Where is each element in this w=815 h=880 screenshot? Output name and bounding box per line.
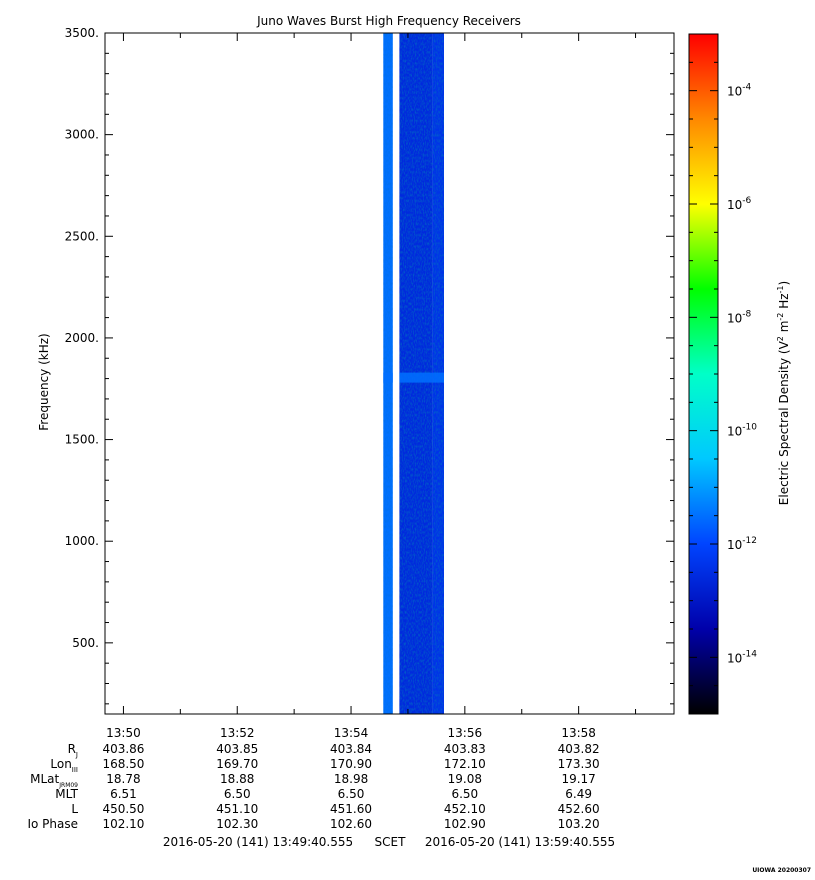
colorbar-tick-label: 10-14 (727, 649, 757, 665)
colorbar-ticks: 10-14 10-12 10-10 10-8 10-6 10-4 (689, 33, 757, 715)
colorbar-tick-label: 10-4 (727, 83, 752, 99)
colorbar: 10-14 10-12 10-10 10-8 10-6 10-4 (688, 33, 757, 715)
ephemeris-cell: 451.60 (330, 802, 372, 816)
ephemeris-cell: 168.50 (102, 757, 144, 771)
ephemeris-table: 13:50 13:52 13:54 13:56 13:58 RJLonIIIMLatJRM… (27, 726, 599, 831)
ephemeris-cell: 19.17 (561, 772, 595, 786)
ephemeris-cell: 18.88 (220, 772, 254, 786)
band-feature (432, 372, 444, 383)
y-tick-label: 3500. (65, 26, 99, 40)
x-tick-label: 13:50 (106, 726, 141, 740)
ephemeris-cell: 169.70 (216, 757, 258, 771)
ephemeris-cell: 6.50 (451, 787, 478, 801)
y-tick-label: 2000. (65, 331, 99, 345)
x-tick-label: 13:54 (334, 726, 369, 740)
colorbar-tick-label: 10-12 (727, 536, 757, 552)
ephemeris-cell: 19.08 (448, 772, 482, 786)
ephemeris-cell: 6.50 (338, 787, 365, 801)
x-tick-label: 13:58 (561, 726, 596, 740)
ephemeris-cell: 172.10 (444, 757, 486, 771)
time-range-end: 2016-05-20 (141) 13:59:40.555 (425, 835, 615, 849)
ephemeris-cell: 102.90 (444, 817, 486, 831)
ephemeris-cell: 403.86 (102, 742, 144, 756)
y-tick-label: 1000. (65, 534, 99, 548)
ephemeris-row-label: RJ (68, 742, 78, 759)
colorbar-gradient (689, 34, 718, 714)
ephemeris-cell: 6.50 (224, 787, 251, 801)
ephemeris-cell: 102.30 (216, 817, 258, 831)
credit-stamp: UIOWA 20200307 (752, 867, 811, 874)
time-range-start: 2016-05-20 (141) 13:49:40.555 (163, 835, 353, 849)
band-feature (383, 372, 393, 383)
ephemeris-cell: 18.98 (334, 772, 368, 786)
ephemeris-row-label: L (71, 802, 78, 816)
ephemeris-cell: 403.83 (444, 742, 486, 756)
time-range-label: SCET (375, 835, 407, 849)
ephemeris-cell: 403.85 (216, 742, 258, 756)
plot-frame (104, 32, 675, 715)
ephemeris-row-label: MLatJRM09 (30, 772, 78, 789)
colorbar-label: Electric Spectral Density (V2 m-2 Hz-1) (776, 281, 791, 505)
y-axis-label: Frequency (kHz) (37, 333, 51, 430)
x-tick-label: 13:52 (220, 726, 255, 740)
ephemeris-cell: 6.51 (110, 787, 137, 801)
chart-title: Juno Waves Burst High Frequency Receiver… (256, 14, 521, 28)
plot-area: 500. 1000. 1500. 2000. 2500. 3000. 3500. (65, 26, 675, 715)
y-tick-label: 1500. (65, 433, 99, 447)
ephemeris-row-label: LonIII (50, 757, 78, 774)
ephemeris-cell: 103.20 (558, 817, 600, 831)
ephemeris-cell: 403.82 (558, 742, 600, 756)
x-ticks (122, 33, 637, 714)
data-segments (383, 33, 444, 714)
ephemeris-cell: 6.49 (565, 787, 592, 801)
ephemeris-cell: 450.50 (102, 802, 144, 816)
colorbar-tick-label: 10-10 (727, 423, 757, 439)
x-tick-label: 13:56 (448, 726, 483, 740)
band-feature (399, 372, 433, 383)
ephemeris-cell: 451.10 (216, 802, 258, 816)
colorbar-tick-label: 10-6 (727, 196, 752, 212)
ephemeris-cell: 173.30 (558, 757, 600, 771)
ephemeris-cell: 102.60 (330, 817, 372, 831)
ephemeris-row-label: MLT (55, 787, 78, 801)
ephemeris-cell: 170.90 (330, 757, 372, 771)
y-tick-label: 2500. (65, 229, 99, 243)
y-ticks: 500. 1000. 1500. 2000. 2500. 3000. 3500. (65, 26, 674, 705)
ephemeris-cell: 452.10 (444, 802, 486, 816)
ephemeris-cell: 18.78 (106, 772, 140, 786)
ephemeris-cell: 403.84 (330, 742, 372, 756)
y-tick-label: 500. (72, 636, 99, 650)
y-tick-label: 3000. (65, 128, 99, 142)
ephemeris-cell: 452.60 (558, 802, 600, 816)
ephemeris-cell: 102.10 (102, 817, 144, 831)
ephemeris-row-label: Io Phase (27, 817, 78, 831)
colorbar-tick-label: 10-8 (727, 309, 752, 325)
